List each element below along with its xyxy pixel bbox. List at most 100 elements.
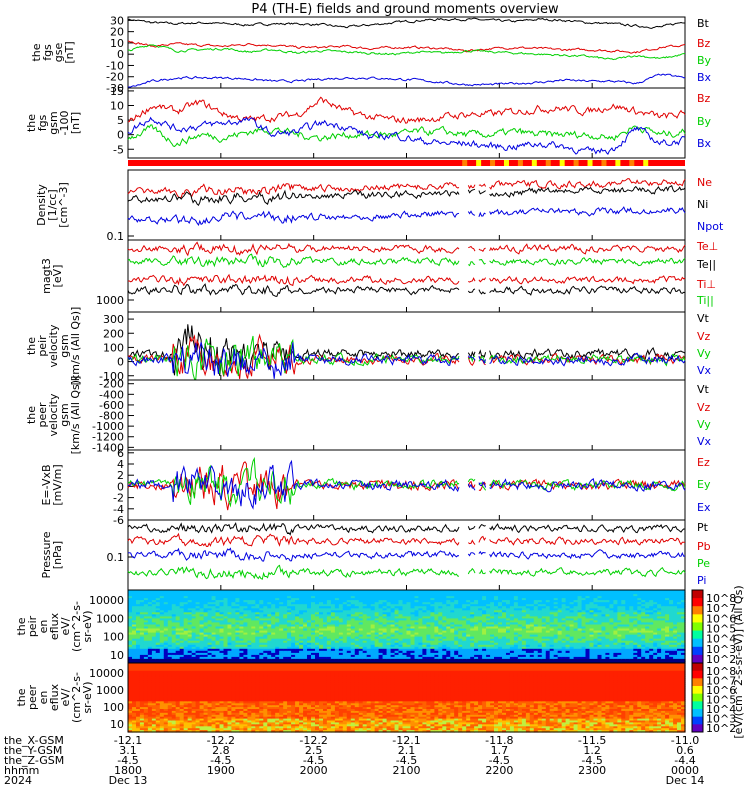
heatmap-cell: [128, 626, 133, 630]
heatmap-cell: [235, 608, 240, 611]
heatmap-cell: [259, 624, 264, 628]
heatmap-cell: [139, 658, 145, 662]
heatmap-cell: [235, 612, 240, 615]
series-Pt-line: [467, 525, 476, 531]
series-Bz-line: [127, 96, 686, 124]
heatmap-cell: [151, 598, 157, 601]
heatmap-cell: [215, 661, 221, 664]
heatmap-cell: [235, 656, 240, 660]
heatmap-cell: [267, 634, 272, 638]
heatmap-cell: [171, 656, 177, 660]
heatmap-cell: [231, 628, 236, 632]
heatmap-cell: [183, 612, 189, 615]
heatmap-cell: [159, 590, 165, 593]
heatmap-cell: [215, 590, 221, 593]
heatmap-cell: [191, 654, 197, 658]
heatmap-cell: [219, 612, 225, 615]
heatmap-cell: [267, 628, 272, 632]
heatmap-cell: [175, 626, 181, 630]
heatmap-cell: [167, 602, 173, 605]
heatmap-cell: [255, 634, 260, 638]
y-axis-label-line: E=-VxB: [40, 464, 53, 505]
heatmap-cell: [243, 642, 248, 646]
heatmap-cell: [231, 656, 236, 660]
heatmap-cell: [195, 592, 201, 595]
heatmap-cell: [195, 602, 201, 605]
heatmap-cell: [243, 640, 248, 644]
legend-Ni: Ni: [697, 198, 708, 211]
heatmap-cell: [147, 608, 153, 611]
heatmap-cell: [143, 610, 149, 613]
heatmap-cell: [191, 618, 197, 621]
heatmap-cell: [175, 596, 181, 599]
heatmap-cell: [203, 604, 209, 607]
heatmap-cell: [147, 612, 153, 615]
heatmap-cell: [136, 596, 141, 599]
series-Vx-line: [478, 356, 487, 365]
heatmap-cell: [207, 626, 213, 630]
heatmap-cell: [207, 661, 213, 664]
heatmap-cell: [223, 612, 229, 615]
heatmap-cell: [136, 600, 141, 603]
heatmap-cell: [259, 598, 264, 601]
heatmap-cell: [255, 644, 260, 648]
heatmap-cell: [239, 640, 244, 644]
heatmap-cell: [183, 640, 189, 644]
heatmap-cell: [227, 612, 233, 615]
heatmap-cell: [207, 612, 213, 615]
heatmap-cell: [219, 606, 225, 609]
series-Ni-line: [489, 184, 686, 198]
panel-frame: [127, 169, 686, 241]
heatmap-cell: [143, 661, 149, 664]
heatmap-cell: [195, 618, 201, 621]
heatmap-cell: [267, 594, 272, 597]
heatmap-cell: [243, 620, 248, 623]
heatmap-cell: [167, 592, 173, 595]
y-tick-label: -600: [99, 399, 124, 412]
heatmap-cell: [139, 600, 145, 603]
heatmap-cell: [259, 630, 264, 634]
heatmap-cell: [155, 648, 161, 652]
heatmap-cell: [128, 622, 133, 625]
series-Ex-line: [467, 483, 476, 491]
heatmap-cell: [143, 650, 149, 654]
legend-By: By: [697, 54, 712, 67]
heatmap-cell: [223, 628, 229, 632]
heatmap-cell: [179, 606, 185, 609]
heatmap-cell: [219, 594, 225, 597]
heatmap-cell: [211, 610, 217, 613]
heatmap-cell: [267, 592, 272, 595]
heatmap-cell: [211, 630, 217, 634]
heatmap-cell: [255, 650, 260, 654]
heatmap-cell: [143, 590, 149, 593]
heatmap-cell: [151, 590, 157, 593]
legend-By: By: [697, 115, 712, 128]
series-Vx-line: [127, 342, 460, 379]
y-tick-label: -10: [106, 59, 124, 72]
heatmap-cell: [128, 652, 133, 656]
heatmap-cell: [195, 644, 201, 648]
series-Ne-line: [467, 184, 476, 190]
heatmap-cell: [247, 612, 252, 615]
heatmap-cell: [247, 654, 252, 658]
heatmap-cell: [143, 608, 149, 611]
heatmap-cell: [235, 652, 240, 656]
heatmap-cell: [207, 658, 213, 662]
heatmap-cell: [227, 590, 233, 593]
heatmap-cell: [211, 614, 217, 617]
heatmap-cell: [215, 642, 221, 646]
heatmap-cell: [147, 626, 153, 630]
heatmap-cell: [211, 648, 217, 652]
heatmap-cell: [243, 594, 248, 597]
heatmap-cell: [136, 638, 141, 642]
heatmap-cell: [231, 614, 236, 617]
heatmap-cell: [147, 648, 153, 652]
heatmap-cell: [191, 620, 197, 623]
heatmap-cell: [163, 622, 169, 625]
heatmap-cell: [147, 640, 153, 644]
heatmap-cell: [247, 636, 252, 640]
heatmap-cell: [199, 594, 205, 597]
heatmap-cell: [247, 618, 252, 621]
heatmap-cell: [132, 614, 137, 617]
heatmap-cell: [207, 646, 213, 650]
